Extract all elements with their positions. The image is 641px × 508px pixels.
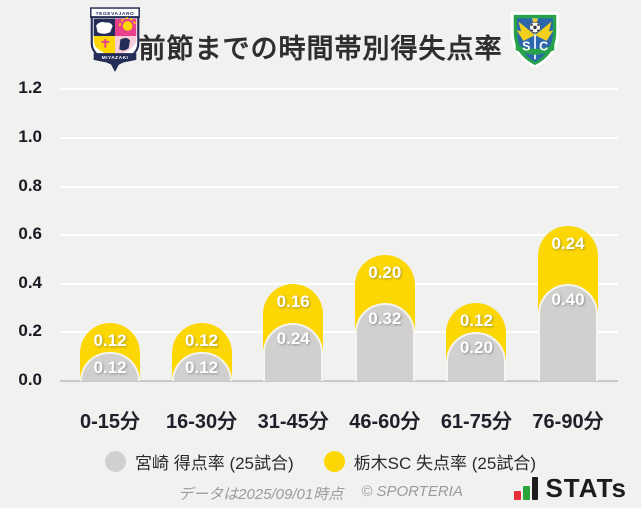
tochigi-series-swatch bbox=[323, 451, 345, 472]
value-label-tochigi-76-90分: 0.24 bbox=[551, 233, 585, 253]
gridline-0.4 bbox=[60, 282, 618, 285]
copyright: © SPORTERIA bbox=[361, 483, 463, 500]
value-label-tochigi-46-60分: 0.20 bbox=[368, 262, 402, 282]
miyazaki-logo-top-text: TEGEVAJARO bbox=[96, 11, 135, 17]
y-tick-label-0.4: 0.4 bbox=[18, 272, 42, 292]
tochigi-logo-stripe bbox=[534, 34, 536, 60]
value-label-miyazaki-0-15分: 0.12 bbox=[93, 357, 127, 377]
value-label-miyazaki-16-30分: 0.12 bbox=[185, 357, 219, 377]
y-tick-label-0.2: 0.2 bbox=[18, 321, 42, 341]
legend-label-miyazaki: 宮崎 得点率 (25試合) bbox=[135, 454, 294, 473]
value-label-miyazaki-31-45分: 0.24 bbox=[276, 328, 310, 348]
x-axis-label-16-30分: 16-30分 bbox=[166, 411, 238, 433]
x-axis-label-61-75分: 61-75分 bbox=[440, 411, 512, 433]
tochigi-logo-ball-dot-1 bbox=[530, 24, 533, 26]
footer: データは2025/09/01時点 © SPORTERIA bbox=[0, 483, 641, 504]
data-note: データは2025/09/01時点 bbox=[178, 486, 344, 503]
x-axis-label-76-90分: 76-90分 bbox=[532, 411, 604, 433]
value-label-tochigi-31-45分: 0.16 bbox=[276, 291, 310, 311]
value-label-tochigi-61-75分: 0.12 bbox=[459, 311, 493, 331]
y-tick-label-0.0: 0.0 bbox=[18, 370, 42, 389]
value-label-miyazaki-46-60分: 0.32 bbox=[368, 309, 402, 329]
bar-miyazaki-score-61-75分 bbox=[446, 332, 507, 381]
y-tick-label-0.8: 0.8 bbox=[18, 175, 42, 195]
tochigi-logo-ribbon bbox=[515, 44, 555, 55]
tochigi-logo-letter-s: S bbox=[522, 40, 530, 54]
value-label-tochigi-16-30分: 0.12 bbox=[185, 330, 219, 350]
gridline-1.2 bbox=[60, 88, 618, 91]
value-label-miyazaki-76-90分: 0.40 bbox=[551, 289, 585, 309]
x-axis-label-0-15分: 0-15分 bbox=[79, 411, 141, 433]
stats-logo-red-bar-icon bbox=[514, 491, 522, 500]
tochigi-logo-ball-dot-4 bbox=[536, 29, 539, 32]
tochigi-club-logo: T S C bbox=[510, 11, 560, 68]
bar-miyazaki-score-46-60分 bbox=[354, 303, 415, 381]
miyazaki-logo-bottom-text: MIYAZAKI bbox=[102, 55, 129, 61]
value-label-miyazaki-61-75分: 0.20 bbox=[459, 338, 493, 358]
miyazaki-logo-ribbon-tip bbox=[110, 62, 120, 72]
tochigi-logo-letter-c: C bbox=[539, 40, 548, 54]
miyazaki-logo-sun-rays bbox=[119, 17, 137, 27]
chart-title: 前節までの時間帯別得失点率 bbox=[138, 34, 503, 64]
miyazaki-logo-yellow-mark bbox=[101, 39, 110, 48]
bar-miyazaki-score-31-45分 bbox=[263, 322, 324, 381]
gridline-1.0 bbox=[60, 137, 618, 139]
tochigi-logo-ball-pentagon bbox=[533, 25, 537, 30]
tochigi-logo-ball-dot-3 bbox=[531, 29, 534, 32]
stats-logo-green-bar-icon bbox=[523, 486, 531, 500]
miyazaki-logo-bull bbox=[96, 22, 113, 34]
miyazaki-club-logo: TEGEVAJARO MIYAZAKI bbox=[90, 7, 140, 72]
y-tick-label-0.6: 0.6 bbox=[18, 224, 42, 244]
x-axis-baseline bbox=[60, 380, 618, 382]
miyazaki-logo-ribbon bbox=[93, 53, 137, 65]
legend-label-tochigi: 栃木SC 失点率 (25試合) bbox=[353, 454, 536, 473]
tochigi-logo-wings bbox=[516, 18, 554, 41]
bar-miyazaki-score-76-90分 bbox=[538, 283, 598, 381]
value-label-tochigi-0-15分: 0.12 bbox=[93, 330, 127, 350]
gridline-0.6 bbox=[60, 234, 618, 237]
y-tick-label-1.0: 1.0 bbox=[18, 127, 42, 146]
x-axis-label-46-60分: 46-60分 bbox=[349, 411, 421, 433]
legend-item-miyazaki: 宮崎 得点率 (25試合) bbox=[105, 449, 294, 474]
tochigi-logo-ball-dot-2 bbox=[537, 24, 540, 26]
stats-logo-text: STATs bbox=[545, 473, 627, 503]
y-tick-label-1.2: 1.2 bbox=[18, 78, 42, 98]
gridline-0.2 bbox=[60, 331, 618, 334]
legend: 宮崎 得点率 (25試合) 栃木SC 失点率 (25試合) bbox=[0, 449, 641, 474]
legend-item-tochigi: 栃木SC 失点率 (25試合) bbox=[323, 449, 536, 474]
miyazaki-series-swatch bbox=[105, 451, 126, 472]
miyazaki-logo-sun bbox=[122, 21, 133, 31]
stats-logo-dark-bar-icon bbox=[532, 477, 539, 500]
x-axis-label-31-45分: 31-45分 bbox=[257, 411, 329, 433]
sporteria-stats-logo: STATs bbox=[514, 473, 627, 503]
gridline-0.8 bbox=[60, 185, 618, 188]
miyazaki-logo-rooster bbox=[119, 38, 131, 51]
